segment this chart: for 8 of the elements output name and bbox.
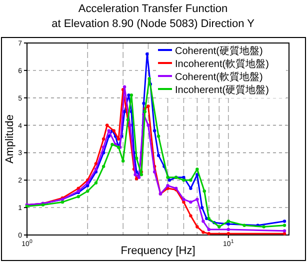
chart-title: Acceleration Transfer Function <box>78 3 228 15</box>
legend-label: Coherent(硬質地盤) <box>175 45 263 57</box>
legend-label: Coherent(軟質地盤) <box>175 71 263 83</box>
x-axis-title: Frequency [Hz] <box>120 245 196 257</box>
legend-label: Incoherent(硬質地盤) <box>175 84 269 96</box>
y-axis-title: Amplitude <box>4 114 16 164</box>
chart-subtitle: at Elevation 8.90 (Node 5083) Direction Y <box>52 18 256 30</box>
legend-label: Incoherent(軟質地盤) <box>175 58 269 70</box>
